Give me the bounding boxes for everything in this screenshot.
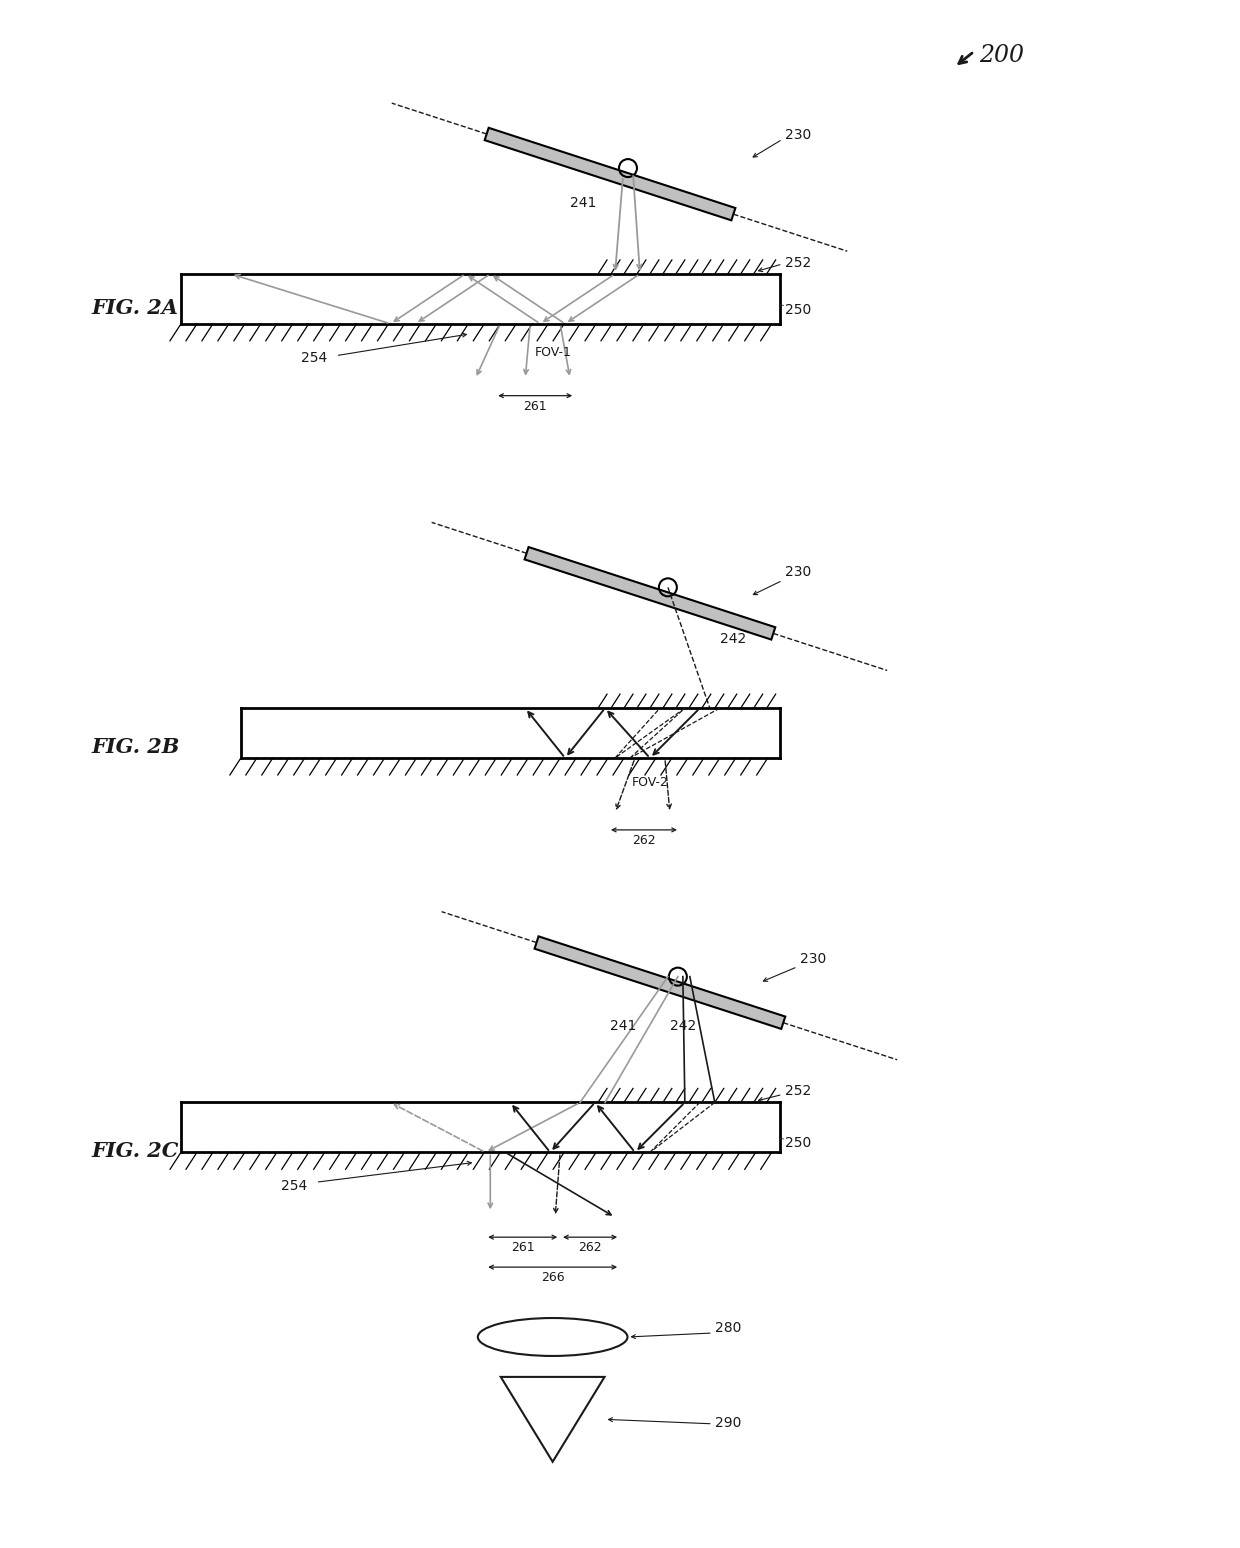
Text: 230: 230 [800,952,826,966]
Text: 261: 261 [523,399,547,413]
Text: FOV-2: FOV-2 [631,776,668,789]
Polygon shape [534,937,785,1029]
Text: 290: 290 [714,1416,742,1430]
Text: 241: 241 [570,197,596,211]
Text: FIG. 2C: FIG. 2C [92,1141,179,1161]
Text: FOV-1: FOV-1 [536,345,572,359]
Text: FIG. 2B: FIG. 2B [92,737,180,757]
Polygon shape [525,546,775,639]
Text: 254: 254 [280,1180,308,1194]
Text: 241: 241 [610,1019,636,1033]
Text: 254: 254 [301,351,327,365]
Text: 200: 200 [980,45,1024,67]
Text: 280: 280 [714,1320,742,1334]
Text: 261: 261 [511,1241,534,1254]
Text: 250: 250 [785,303,811,317]
Text: FIG. 2A: FIG. 2A [92,297,179,317]
Text: 252: 252 [785,1085,811,1099]
Text: 266: 266 [541,1271,564,1285]
Text: 242: 242 [670,1019,696,1033]
Text: 262: 262 [632,834,656,847]
Text: 242: 242 [719,632,746,646]
Text: 262: 262 [578,1241,601,1254]
Text: 230: 230 [785,565,811,579]
Text: 252: 252 [785,255,811,269]
Text: 230: 230 [785,128,811,142]
Polygon shape [485,128,735,220]
Text: 250: 250 [785,1136,811,1150]
